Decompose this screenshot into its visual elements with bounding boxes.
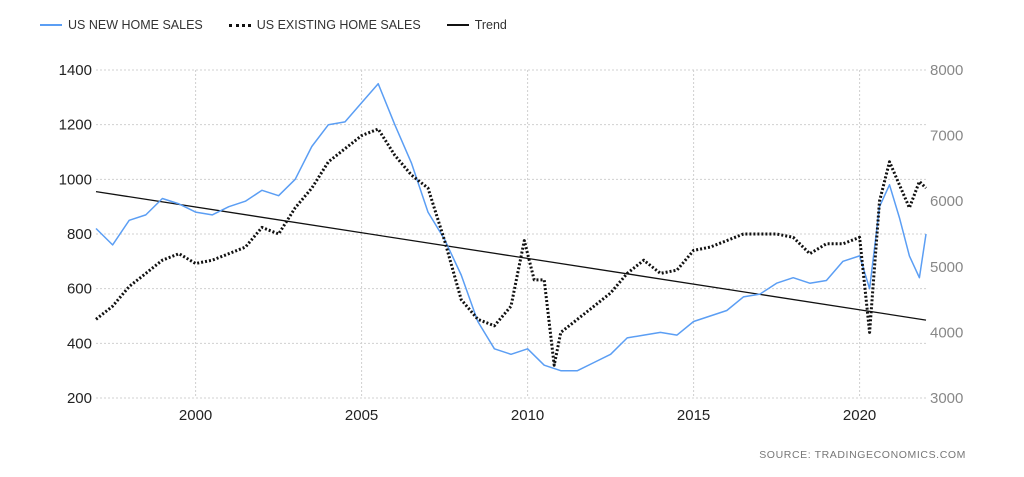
legend-item-trend[interactable]: Trend — [446, 18, 507, 32]
legend-label-trend: Trend — [474, 18, 507, 32]
y-axis-right: 3000 4000 5000 6000 7000 8000 — [930, 62, 963, 407]
chart-legend: US NEW HOME SALES US EXISTING HOME SALES… — [40, 18, 507, 32]
y-tick-label-right: 3000 — [930, 390, 963, 407]
y-axis-left: 200 400 600 800 1000 1200 1400 — [59, 62, 92, 407]
legend-swatch-trend — [446, 24, 469, 26]
x-tick-label: 2020 — [843, 407, 876, 424]
series-layer — [95, 82, 928, 372]
y-tick-label-right: 8000 — [930, 62, 963, 79]
y-tick-label-left: 200 — [67, 390, 92, 407]
x-axis: 2000 2005 2010 2015 2020 — [179, 407, 876, 424]
y-tick-label-left: 1400 — [59, 62, 92, 79]
legend-item-existing-home-sales[interactable]: US EXISTING HOME SALES — [228, 18, 421, 32]
y-tick-label-right: 5000 — [930, 259, 963, 276]
legend-label-new: US NEW HOME SALES — [68, 18, 203, 32]
y-tick-label-right: 7000 — [930, 128, 963, 145]
y-tick-label-right: 4000 — [930, 324, 963, 341]
y-tick-label-left: 400 — [67, 335, 92, 352]
source-credit: SOURCE: TRADINGECONOMICS.COM — [759, 449, 966, 461]
y-tick-label-left: 800 — [67, 226, 92, 243]
y-tick-label-left: 1000 — [59, 171, 92, 188]
series-line-trend — [95, 190, 927, 321]
x-tick-label: 2000 — [179, 407, 212, 424]
y-tick-label-left: 600 — [67, 281, 92, 298]
series-line-existing-home-sales — [95, 127, 928, 367]
gridlines — [96, 69, 926, 399]
x-tick-label: 2015 — [677, 407, 710, 424]
legend-item-new-home-sales[interactable]: US NEW HOME SALES — [40, 18, 203, 32]
legend-label-existing: US EXISTING HOME SALES — [256, 18, 421, 32]
y-tick-label-left: 1200 — [59, 117, 92, 134]
series-line-new-home-sales — [95, 82, 927, 372]
x-tick-label: 2005 — [345, 407, 378, 424]
legend-swatch-existing — [228, 23, 251, 27]
legend-swatch-new — [40, 24, 62, 26]
y-tick-label-right: 6000 — [930, 193, 963, 210]
x-tick-label: 2010 — [511, 407, 544, 424]
